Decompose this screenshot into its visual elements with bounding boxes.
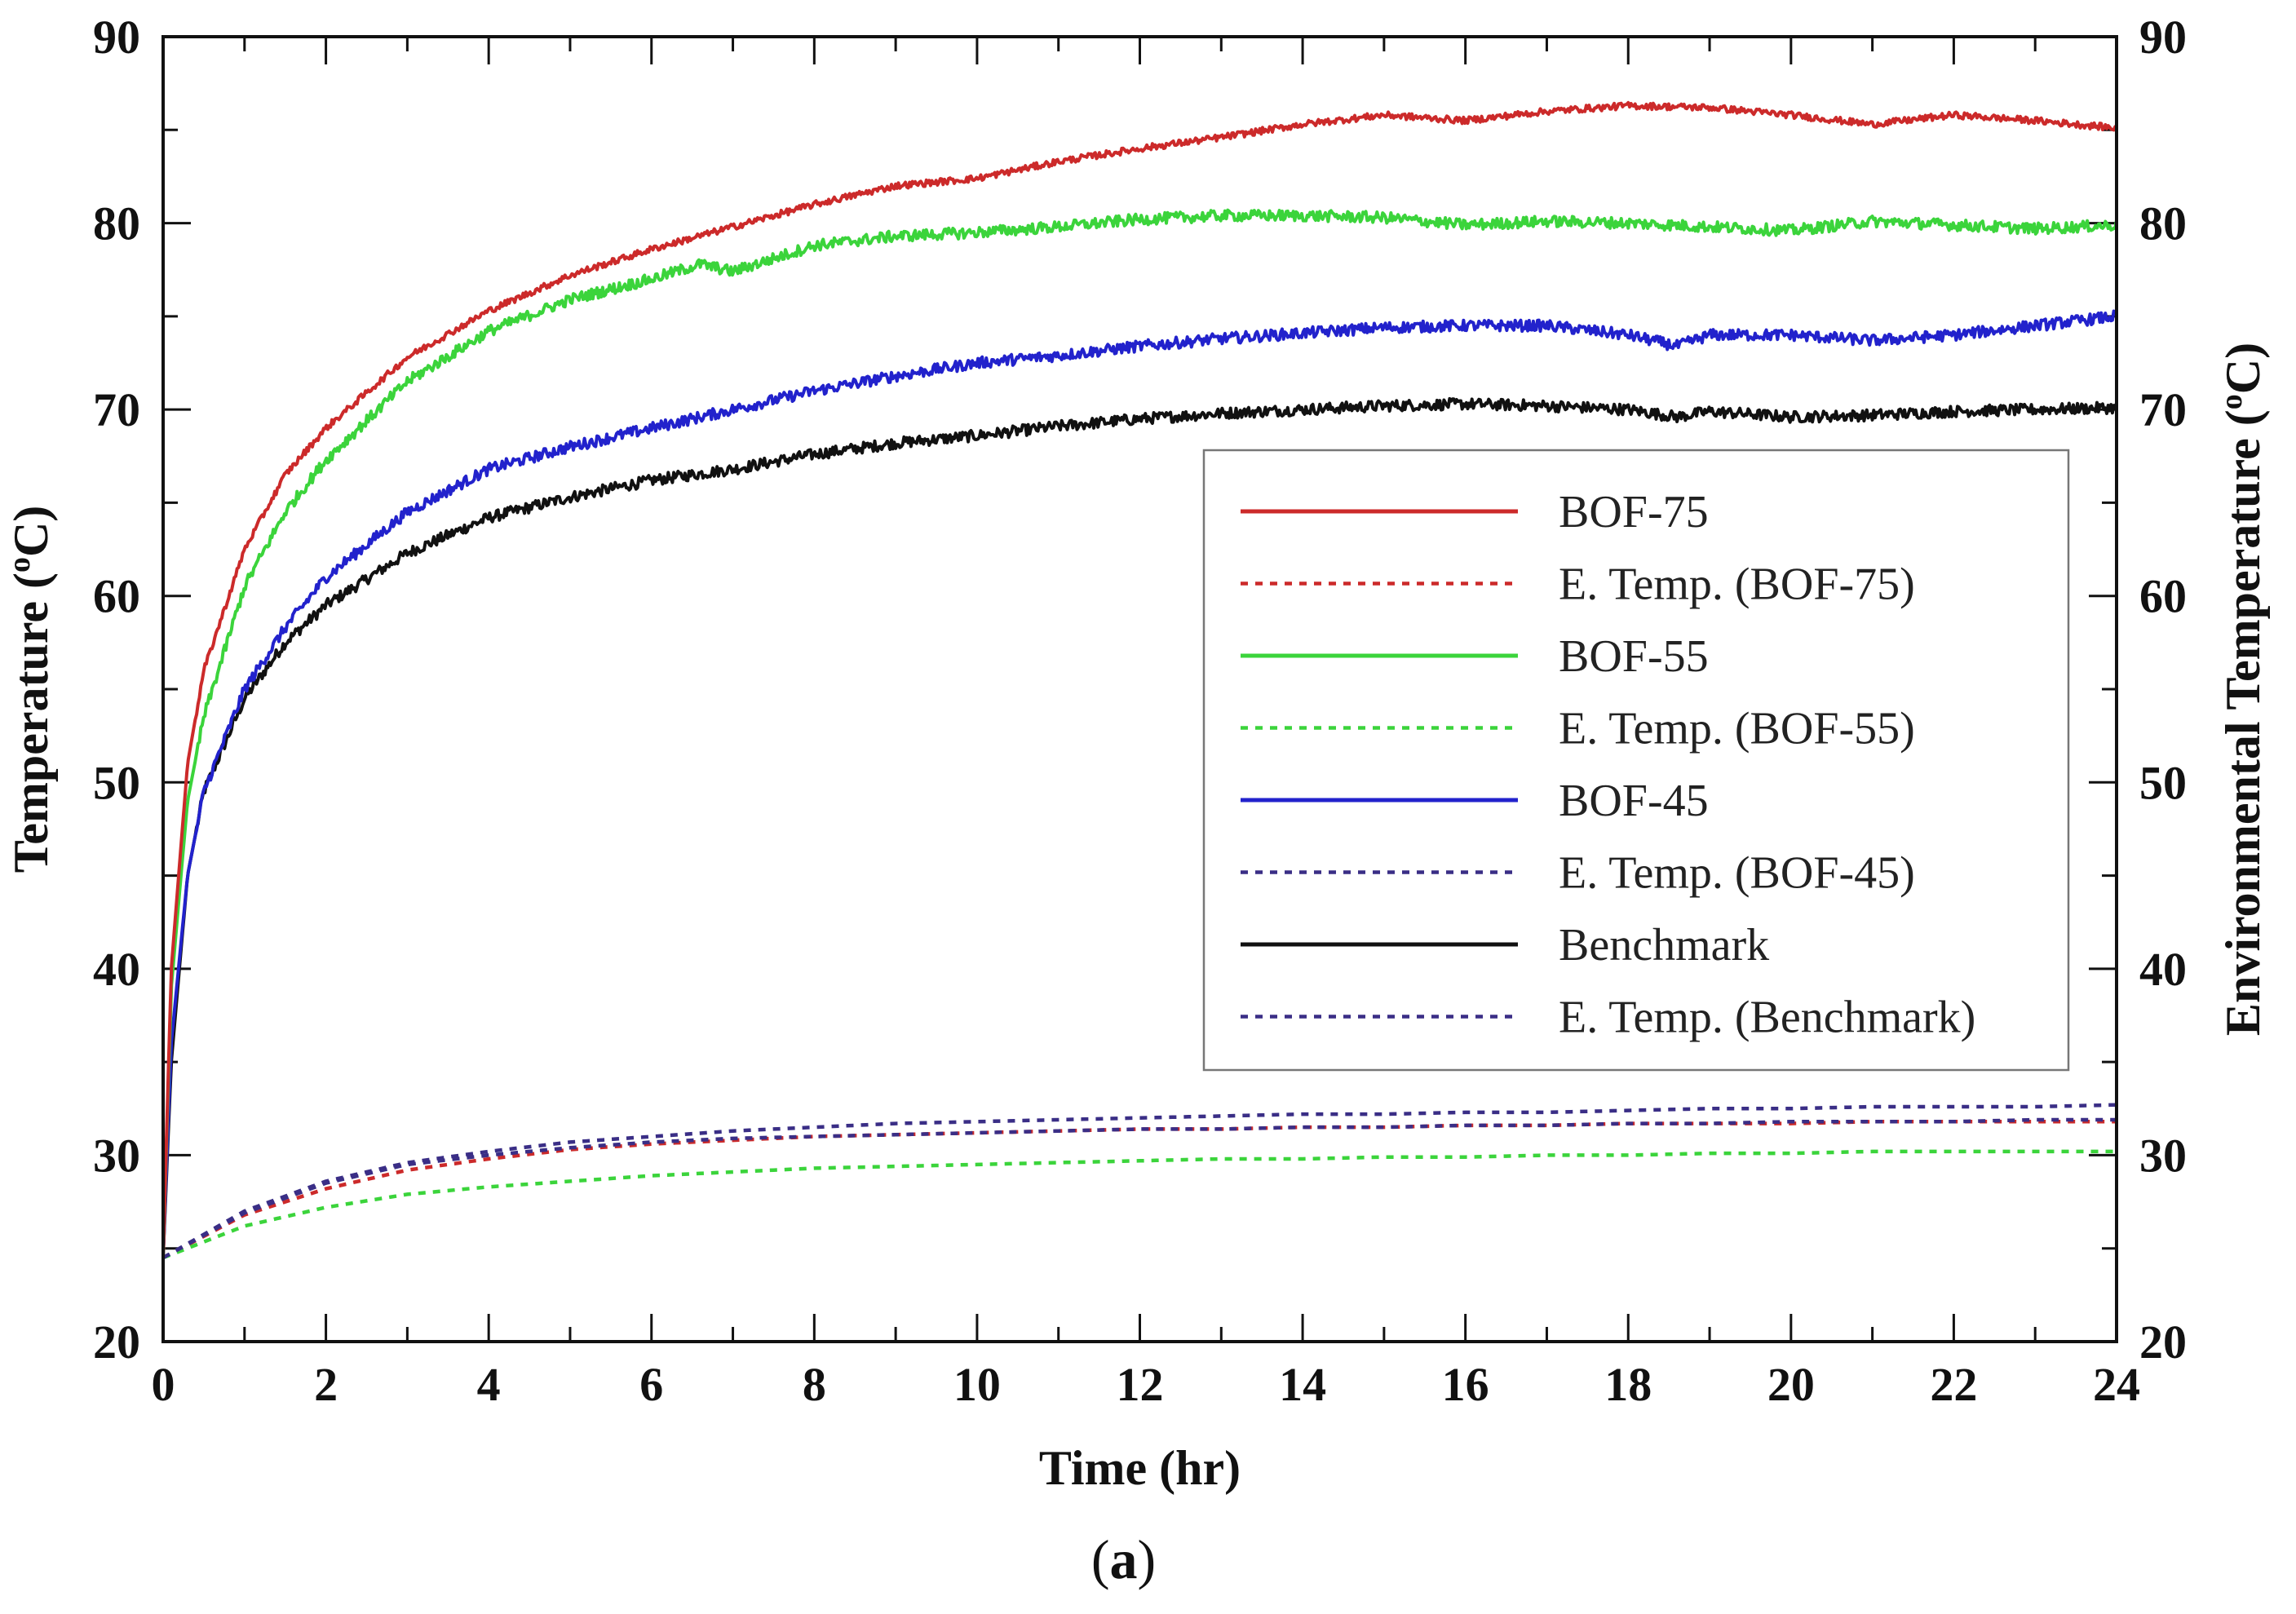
x-axis-title: Time (hr) <box>1039 1441 1241 1495</box>
y-tick-label: 30 <box>93 1129 140 1182</box>
x-tick-label: 10 <box>953 1358 1001 1411</box>
figure-caption: (a) <box>1091 1528 1156 1590</box>
x-tick-label: 0 <box>152 1358 175 1411</box>
legend: BOF-75 E. Temp. (BOF-75) BOF-55 E. Temp. (B… <box>1202 449 2070 1072</box>
legend-label: E. Temp. (BOF-75) <box>1559 559 1915 610</box>
y2-tick-label: 40 <box>2139 943 2187 996</box>
series-line-e-temp-benchmark <box>161 1117 2117 1260</box>
y-tick-label: 20 <box>93 1316 140 1369</box>
x-tick-label: 24 <box>2093 1358 2140 1411</box>
y-tick-label: 60 <box>93 570 140 623</box>
series-line-bof-75 <box>161 100 2118 1258</box>
legend-label: E. Temp. (BOF-55) <box>1559 704 1915 754</box>
x-tick-label: 12 <box>1117 1358 1164 1411</box>
series-line-bof-55 <box>161 208 2118 1258</box>
series-line-bof-45 <box>161 309 2117 1258</box>
legend-label: Benchmark <box>1559 920 1769 971</box>
plot-frame <box>161 35 2118 1343</box>
series-line-e-temp-bof-55 <box>162 1149 2117 1260</box>
legend-label: E. Temp. (BOF-45) <box>1559 848 1915 899</box>
x-tick-label: 4 <box>477 1358 501 1411</box>
x-tick-label: 8 <box>803 1358 826 1411</box>
y2-tick-label: 50 <box>2139 756 2187 809</box>
x-tick-label: 16 <box>1442 1358 1489 1411</box>
x-tick-label: 14 <box>1279 1358 1326 1411</box>
series-line-benchmark <box>161 396 2118 1258</box>
x-tick-label: 6 <box>639 1358 663 1411</box>
x-tick-label: 2 <box>314 1358 338 1411</box>
series-line-e-temp-bof-75 <box>161 1120 2117 1260</box>
y2-tick-label: 20 <box>2139 1316 2187 1369</box>
x-tick-label: 20 <box>1767 1358 1815 1411</box>
y-axis-title: Temperature (oC) <box>2 506 58 873</box>
legend-label: BOF-75 <box>1559 487 1709 537</box>
y2-tick-label: 60 <box>2139 570 2187 623</box>
y-tick-label: 90 <box>93 11 140 64</box>
y-tick-label: 80 <box>93 197 140 250</box>
series-line-e-temp-bof-45 <box>161 1103 2117 1260</box>
x-tick-label: 18 <box>1604 1358 1652 1411</box>
y2-tick-label: 90 <box>2139 11 2187 64</box>
y-tick-label: 50 <box>93 756 140 809</box>
legend-label: BOF-45 <box>1559 776 1709 826</box>
legend-box <box>1202 449 2070 1072</box>
y2-axis-title: Environmental Temperature (oC) <box>2214 343 2270 1036</box>
legend-label: E. Temp. (Benchmark) <box>1559 993 1975 1043</box>
y2-tick-label: 70 <box>2139 383 2187 436</box>
y-tick-label: 70 <box>93 383 140 436</box>
y2-tick-label: 80 <box>2139 197 2187 250</box>
y-tick-label: 40 <box>93 943 140 996</box>
legend-label: BOF-55 <box>1559 631 1709 682</box>
y2-tick-label: 30 <box>2139 1129 2187 1182</box>
series-layer <box>161 100 2118 1260</box>
x-tick-label: 22 <box>1930 1358 1977 1411</box>
